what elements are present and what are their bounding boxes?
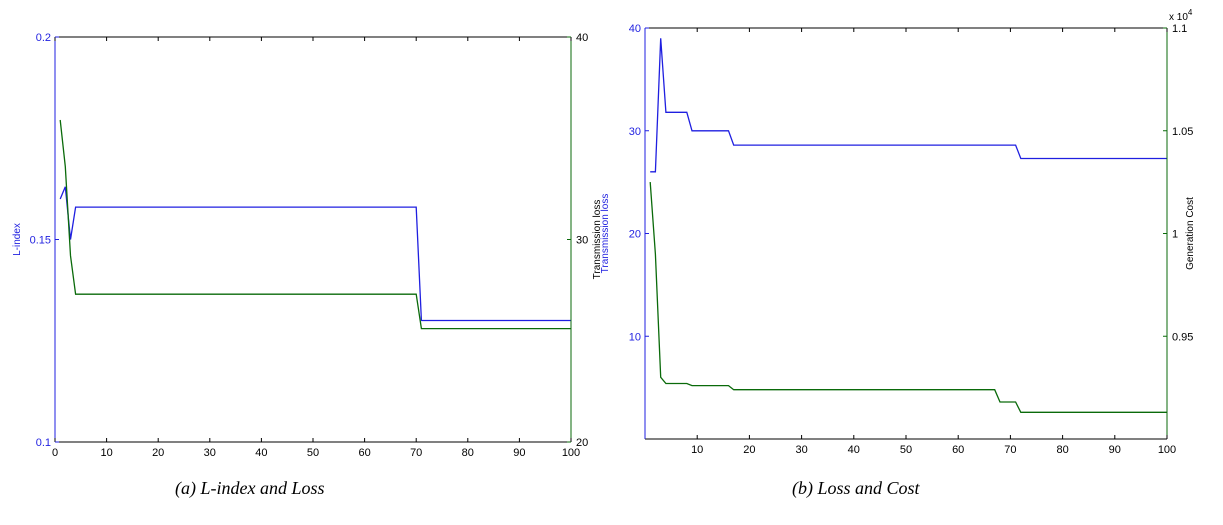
caption-a: (a) L-index and Loss: [175, 478, 325, 499]
x-tick-label: 70: [1004, 444, 1016, 456]
x-tick-label: 80: [462, 447, 474, 459]
y-tick-label-left: 30: [629, 126, 641, 138]
y-tick-label-left: 0.15: [30, 235, 51, 247]
y-tick-label-right: 1: [1172, 229, 1178, 241]
y-tick-label-right: 1.1: [1172, 23, 1187, 35]
x-tick-label: 40: [255, 447, 267, 459]
y-tick-label-right: 40: [576, 32, 588, 44]
x-tick-label: 50: [900, 444, 912, 456]
x-tick-label: 90: [1109, 444, 1121, 456]
x-tick-label: 20: [152, 447, 164, 459]
x-tick-label: 30: [204, 447, 216, 459]
x-tick-label: 10: [100, 447, 112, 459]
y-tick-label-left: 20: [629, 229, 641, 241]
x-tick-label: 90: [513, 447, 525, 459]
x-tick-label: 80: [1056, 444, 1068, 456]
series-line-right: [649, 182, 1167, 413]
y-axis-label-left: Transmission loss: [600, 194, 611, 274]
y-axis-label-left: L-index: [12, 223, 23, 256]
y2-exponent-label: x 104: [1169, 8, 1193, 23]
x-tick-label: 100: [1158, 444, 1176, 456]
chart-loss-and-cost: 10 20 30 40 50 60 70 80 90 100 10 20 30 40 0.95 1 1.05 1.…: [600, 8, 1196, 456]
x-tick-label: 70: [410, 447, 422, 459]
x-tick-label: 40: [848, 444, 860, 456]
x-tick-label: 30: [795, 444, 807, 456]
y-tick-label-right: 0.95: [1172, 331, 1193, 343]
x-tick-label: 0: [52, 447, 58, 459]
y-tick-label-left: 0.2: [36, 32, 51, 44]
y-tick-label-left: 0.1: [36, 437, 51, 449]
chart-l-index-and-loss: 0 10 20 30 40 50 60 70 80 90 100 0.1 0.15 0.2 20 30 40 L-…: [12, 32, 603, 459]
x-tick-label: 20: [743, 444, 755, 456]
y-tick-label-right: 20: [576, 437, 588, 449]
x-tick-label: 100: [562, 447, 580, 459]
y-tick-label-right: 30: [576, 235, 588, 247]
y-tick-label-left: 10: [629, 331, 641, 343]
y-tick-label-right: 1.05: [1172, 126, 1193, 138]
x-tick-label: 60: [952, 444, 964, 456]
x-tick-label: 60: [358, 447, 370, 459]
caption-b: (b) Loss and Cost: [792, 478, 921, 499]
series-line-left: [59, 186, 571, 322]
series-line-right: [59, 119, 571, 330]
x-tick-label: 50: [307, 447, 319, 459]
x-tick-label: 10: [691, 444, 703, 456]
series-line-left: [650, 38, 1167, 173]
y-axis-label-right: Transmission loss: [592, 200, 603, 280]
y-tick-label-left: 40: [629, 23, 641, 35]
y-axis-label-right: Generation Cost: [1185, 197, 1196, 270]
